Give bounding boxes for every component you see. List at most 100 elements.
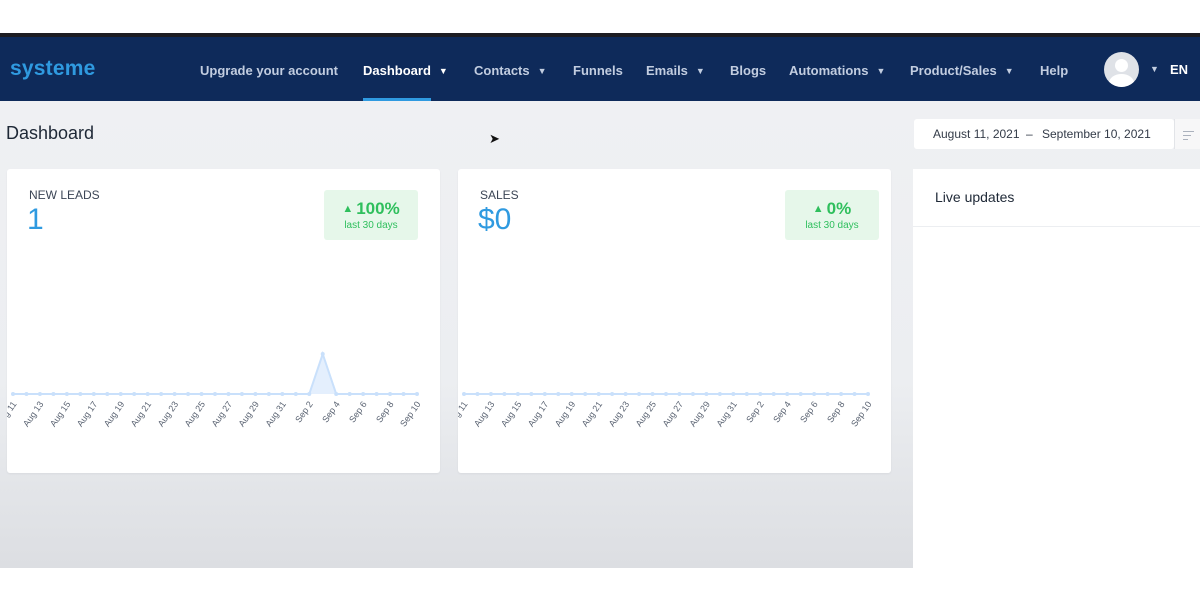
leads-point <box>11 392 15 396</box>
nav-funnels-label: Funnels <box>573 63 623 78</box>
new-leads-chart: Aug 11 Aug 13 Aug 15 Aug 17 Aug 19 Aug 21 Aug … <box>7 350 423 429</box>
sales-point <box>475 392 480 396</box>
sales-point <box>717 392 722 396</box>
sales-tick-label: Aug 23 <box>607 399 632 428</box>
leads-point <box>91 392 96 396</box>
leads-tick-label: Aug 11 <box>7 399 19 428</box>
nav-automations[interactable]: Automations ▼ <box>789 63 885 78</box>
leads-point <box>374 392 379 396</box>
leads-point <box>24 392 29 396</box>
user-avatar[interactable] <box>1104 52 1139 87</box>
filter-icon[interactable] <box>1174 119 1200 149</box>
sales-tick-label: Aug 19 <box>553 399 578 428</box>
leads-point <box>37 392 42 396</box>
nav-dashboard[interactable]: Dashboard ▼ <box>363 63 448 78</box>
leads-tick-label: Aug 15 <box>48 399 73 428</box>
leads-tick-label: Aug 29 <box>236 399 261 428</box>
chevron-down-icon: ▼ <box>876 66 886 76</box>
sales-change: 0% <box>826 199 852 218</box>
nav-product-sales-label: Product/Sales <box>910 63 997 78</box>
leads-point <box>293 392 298 396</box>
leads-tick-label: Aug 31 <box>263 399 288 428</box>
new-leads-change: 100% <box>356 199 400 218</box>
sales-tick-label: Aug 31 <box>714 399 739 428</box>
sales-point <box>771 392 776 396</box>
sales-point <box>704 392 709 396</box>
divider <box>913 226 1200 227</box>
chevron-down-icon: ▼ <box>438 66 448 76</box>
sales-point <box>758 392 763 396</box>
nav-help[interactable]: Help <box>1040 63 1068 78</box>
sales-point <box>744 392 749 396</box>
avatar-icon <box>1115 59 1128 72</box>
leads-tick-label: Aug 19 <box>102 399 127 428</box>
sales-chart: Aug 11 Aug 13 Aug 15 Aug 17 Aug 19 Aug 21 Aug … <box>458 392 874 429</box>
date-range-picker[interactable]: August 11, 2021 – September 10, 2021 <box>914 119 1174 149</box>
nav-blogs[interactable]: Blogs <box>730 63 766 78</box>
date-range-end: September 10, 2021 <box>1042 127 1151 141</box>
sales-tick-label: Sep 8 <box>825 399 847 424</box>
leads-point <box>226 392 231 396</box>
systeme-logo[interactable]: systeme <box>10 57 96 80</box>
sales-tick-label: Aug 17 <box>526 399 551 428</box>
leads-point <box>266 392 271 396</box>
sales-tick-label: Aug 15 <box>499 399 524 428</box>
sales-point <box>556 392 561 396</box>
nav-automations-label: Automations <box>789 63 869 78</box>
language-selector[interactable]: EN <box>1170 62 1189 77</box>
leads-area <box>13 354 417 394</box>
active-tab-indicator <box>363 98 431 101</box>
sales-point <box>852 392 857 396</box>
leads-point <box>172 392 177 396</box>
leads-point <box>78 392 83 396</box>
leads-point <box>213 392 217 396</box>
leads-tick-label: Aug 13 <box>21 399 46 428</box>
sales-point <box>502 392 507 396</box>
sales-point <box>731 392 736 396</box>
sales-point <box>610 392 615 396</box>
leads-tick-label: Aug 23 <box>156 399 181 428</box>
nav-contacts[interactable]: Contacts ▼ <box>474 63 547 78</box>
sales-value: $0 <box>478 203 512 236</box>
sales-point <box>583 392 588 396</box>
nav-help-label: Help <box>1040 63 1069 78</box>
leads-tick-label: Aug 25 <box>183 399 208 428</box>
main-content: Dashboard ➤ August 11, 2021 – September … <box>0 101 1200 568</box>
nav-upgrade-account[interactable]: Upgrade your account <box>200 63 338 78</box>
nav-emails-label: Emails <box>646 63 688 78</box>
leads-tick-label: Sep 4 <box>320 399 342 424</box>
leads-point <box>401 392 406 396</box>
new-leads-period: last 30 days <box>344 220 398 231</box>
nav-emails[interactable]: Emails ▼ <box>646 63 705 78</box>
window-top-edge <box>0 33 1200 37</box>
leads-point <box>145 392 150 396</box>
leads-point <box>132 392 137 396</box>
sales-point <box>798 392 803 396</box>
sales-point <box>839 392 844 396</box>
sales-tick-label: Aug 13 <box>472 399 497 428</box>
sales-label: SALES <box>480 188 519 202</box>
live-updates-title: Live updates <box>935 189 1015 205</box>
leads-point <box>159 392 164 396</box>
chevron-down-icon: ▼ <box>537 66 547 76</box>
sales-change-badge: ▲ 0% last 30 days <box>785 190 879 240</box>
sales-point <box>785 392 790 396</box>
new-leads-label: NEW LEADS <box>29 188 100 202</box>
leads-point <box>334 392 339 396</box>
new-leads-change-badge: ▲ 100% last 30 days <box>324 190 418 240</box>
leads-tick-label: Sep 10 <box>398 399 423 428</box>
chevron-down-icon[interactable]: ▼ <box>1150 64 1159 74</box>
nav-funnels[interactable]: Funnels <box>573 63 623 78</box>
leads-point <box>199 392 204 396</box>
nav-product-sales[interactable]: Product/Sales ▼ <box>910 63 1014 78</box>
live-updates-panel: Live updates <box>913 169 1200 568</box>
sales-point <box>623 392 628 396</box>
date-range-start: August 11, 2021 <box>933 127 1020 141</box>
leads-point <box>239 392 244 396</box>
sales-tick-label: Aug 25 <box>634 399 659 428</box>
leads-point <box>51 392 56 396</box>
nav-upgrade-label: Upgrade your account <box>200 63 338 78</box>
arrow-up-icon: ▲ <box>812 203 824 215</box>
sales-point <box>569 392 574 396</box>
leads-point <box>307 392 312 396</box>
